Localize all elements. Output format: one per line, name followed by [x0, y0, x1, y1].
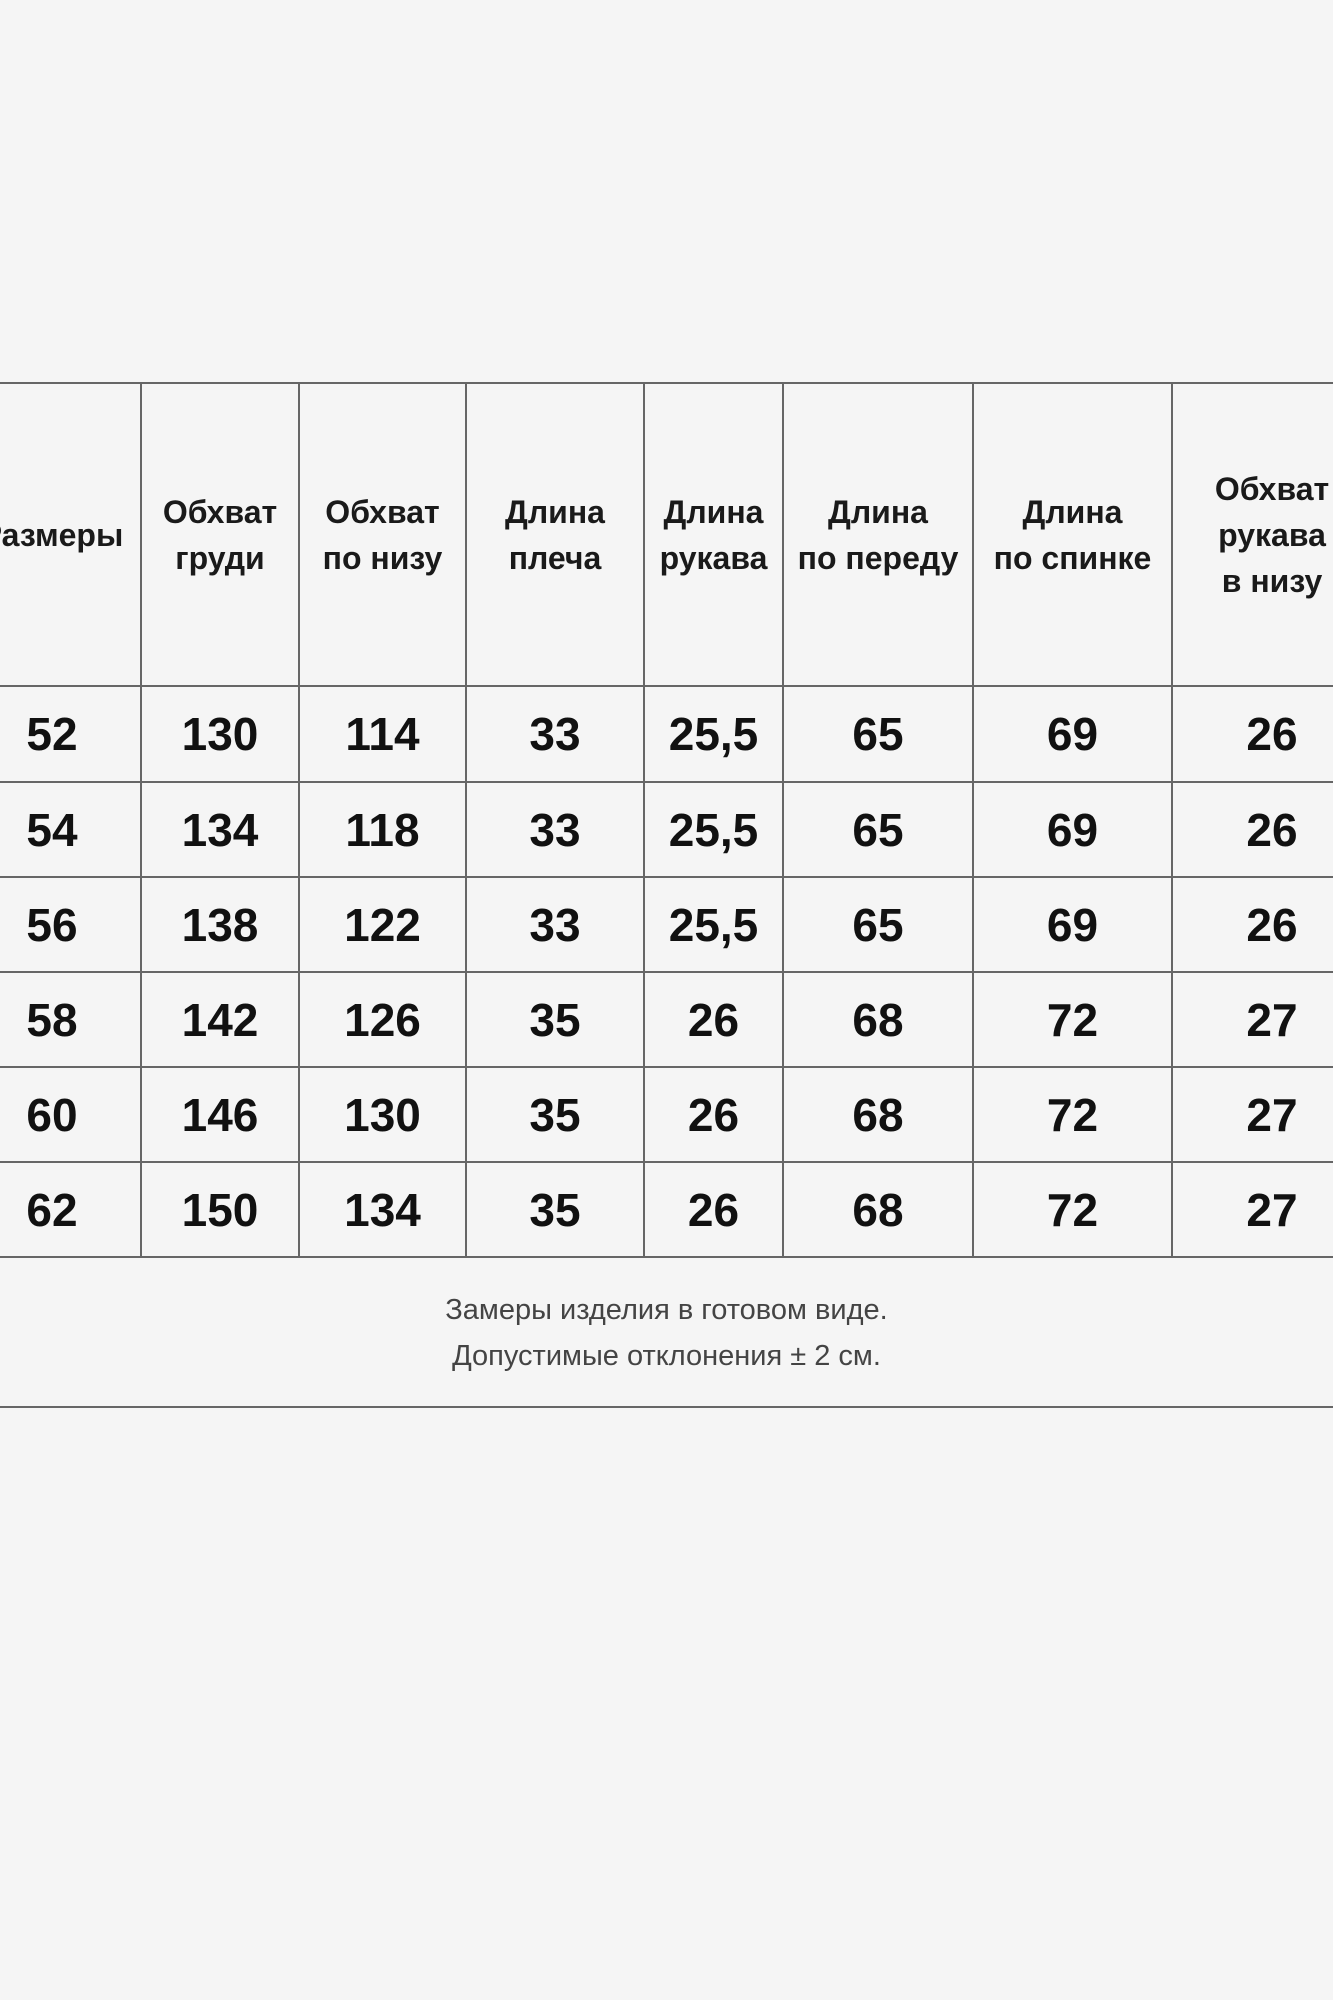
- table-row-divider: [0, 971, 1333, 973]
- table-row-divider: [0, 876, 1333, 878]
- table-cell: 68: [852, 1088, 904, 1141]
- table-row-divider: [0, 1161, 1333, 1163]
- table-column-divider: [140, 383, 142, 1257]
- table-header-cell: Длина по переду: [797, 494, 959, 576]
- table-cell: 54: [26, 803, 78, 856]
- table-cell: 69: [1046, 898, 1099, 951]
- table-cell: 134: [181, 803, 259, 856]
- table-cell: 27: [1246, 1088, 1298, 1141]
- bottom-divider: [0, 1406, 1333, 1408]
- table-cell: 69: [1046, 803, 1099, 856]
- table-cell: 35: [529, 1183, 581, 1236]
- table-cell: 72: [1046, 993, 1099, 1046]
- table-row-divider: [0, 781, 1333, 783]
- table-column-divider: [782, 383, 784, 1257]
- table-cell: 25,5: [668, 708, 759, 760]
- table-cell: 26: [687, 993, 740, 1046]
- table-cell: 52: [26, 708, 78, 760]
- table-cell: 126: [344, 993, 421, 1046]
- table-row-divider: [0, 1066, 1333, 1068]
- table-header-cell: Длина рукава: [659, 494, 768, 576]
- table-cell: 65: [852, 708, 904, 760]
- table-cell: 72: [1046, 1183, 1099, 1236]
- table-column-divider: [1171, 383, 1173, 1257]
- table-cell: 26: [1246, 708, 1298, 760]
- table-cell: 65: [852, 803, 904, 856]
- table-cell: 130: [344, 1088, 421, 1141]
- table-cell: 27: [1246, 1183, 1298, 1236]
- table-cell: 58: [26, 993, 78, 1046]
- table-column-divider: [465, 383, 467, 1257]
- table-cell: 138: [181, 898, 259, 951]
- table-header-cell: Длина плеча: [505, 494, 605, 576]
- table-cell: 26: [1246, 898, 1298, 951]
- table-cell: 150: [181, 1183, 259, 1236]
- table-cell: 142: [181, 993, 259, 1046]
- table-cell: 72: [1046, 1088, 1099, 1141]
- table-cell: 56: [26, 898, 78, 951]
- table-cell: 33: [529, 898, 581, 951]
- note-line-2: Допустимые отклонения ± 2 см.: [452, 1340, 881, 1372]
- table-cell: 33: [529, 803, 581, 856]
- table-row-divider: [0, 382, 1333, 384]
- table-cell: 62: [26, 1183, 78, 1236]
- table-cell: 25,5: [668, 898, 759, 951]
- table-row-divider: [0, 685, 1333, 687]
- table-row-divider: [0, 1256, 1333, 1258]
- table-cell: 26: [687, 1088, 740, 1141]
- table-cell: 134: [344, 1183, 421, 1236]
- table-cell: 65: [852, 898, 904, 951]
- table-cell: 146: [181, 1088, 259, 1141]
- table-cell: 60: [26, 1088, 78, 1141]
- table-cell: 68: [852, 993, 904, 1046]
- table-cell: 114: [345, 708, 420, 760]
- table-header-cell: Обхват рукава в низу: [1214, 471, 1330, 599]
- table-header-cell: Размеры: [0, 517, 124, 553]
- table-cell: 33: [529, 708, 581, 760]
- table-column-divider: [298, 383, 300, 1257]
- table-header-cell: Обхват по низу: [322, 494, 443, 576]
- table-column-divider: [643, 383, 645, 1257]
- table-header-cell: Обхват груди: [162, 494, 278, 576]
- table-cell: 26: [1246, 803, 1298, 856]
- table-cell: 25,5: [668, 803, 759, 856]
- table-cell: 122: [344, 898, 421, 951]
- table-cell: 130: [181, 708, 259, 760]
- table-cell: 35: [529, 993, 581, 1046]
- table-column-divider: [972, 383, 974, 1257]
- table-cell: 26: [687, 1183, 740, 1236]
- table-cell: 69: [1046, 708, 1099, 760]
- table-header-cell: Длина по спинке: [993, 494, 1152, 576]
- table-cell: 27: [1246, 993, 1298, 1046]
- table-cell: 118: [345, 803, 420, 856]
- table-cell: 35: [529, 1088, 581, 1141]
- table-cell: 68: [852, 1183, 904, 1236]
- note-line-1: Замеры изделия в готовом виде.: [445, 1294, 888, 1326]
